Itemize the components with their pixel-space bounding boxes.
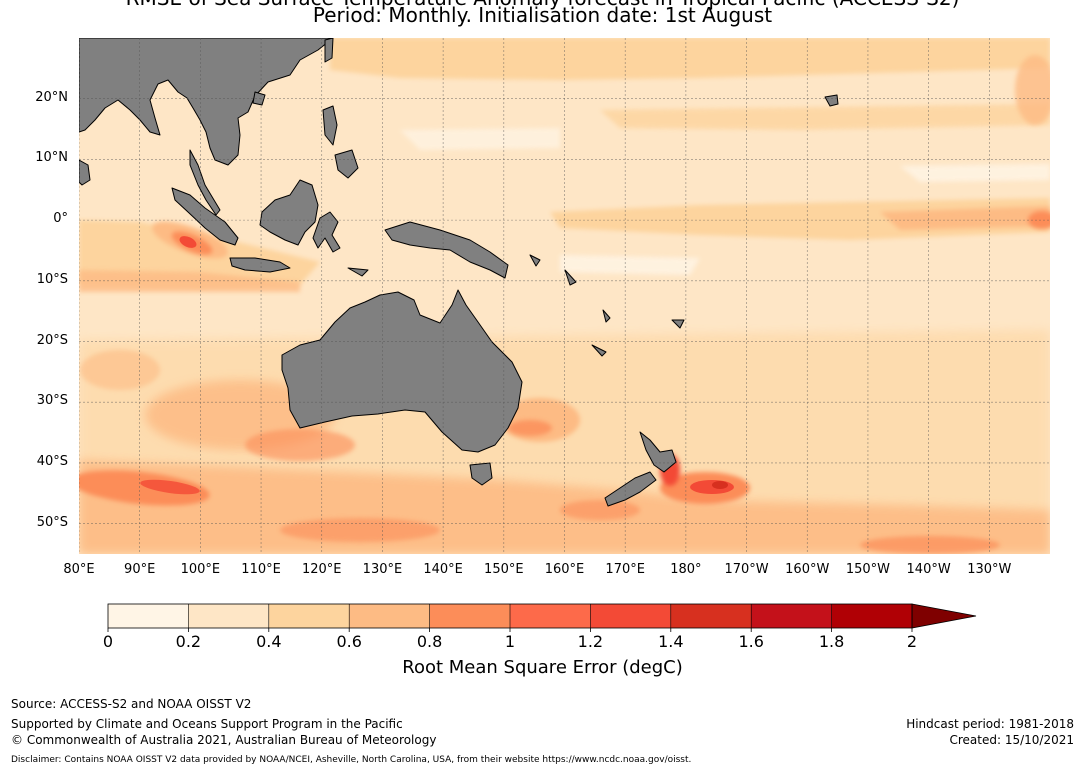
timor-island <box>347 267 369 277</box>
new-caledonia <box>591 344 607 357</box>
colorbar-tick-label: 1 <box>504 632 516 651</box>
colorbar-tick-label: 0 <box>102 632 114 651</box>
lat-tick-label: 30°S <box>36 393 68 409</box>
colorbar-segment-5 <box>510 604 591 628</box>
fiji <box>671 319 685 329</box>
lat-tick-label: 20°S <box>36 332 68 348</box>
map-panel <box>79 38 1050 554</box>
lat-tick-label: 10°N <box>35 150 68 166</box>
colorbar-tick-label: 1.4 <box>658 632 684 651</box>
support-note: Supported by Climate and Oceans Support … <box>11 717 403 731</box>
lon-tick-label: 140°E <box>423 562 463 577</box>
lon-tick-label: 120°E <box>301 562 342 577</box>
luzon-island <box>322 105 338 146</box>
borneo-island <box>259 179 319 246</box>
colorbar-tick-label: 1.6 <box>738 632 764 651</box>
solomon-islands-east <box>564 269 577 286</box>
colorbar-segment-2 <box>268 604 350 628</box>
lat-tick-label: 50°S <box>36 514 68 530</box>
lon-tick-label: 150°E <box>484 562 524 577</box>
colorbar-tick-label: 2 <box>906 632 918 651</box>
colorbar-tick-label: 0.2 <box>175 632 202 651</box>
lon-tick-label: 100°E <box>180 562 221 577</box>
new-guinea-island <box>384 221 509 279</box>
lon-tick-label: 140°W <box>906 562 951 577</box>
lon-tick-label: 170°E <box>605 562 645 577</box>
lat-tick-label: 40°S <box>36 453 68 469</box>
colorbar-tick-label: 1.2 <box>577 632 604 651</box>
colorbar-segment-7 <box>670 604 752 628</box>
hawaii <box>824 94 839 107</box>
source-note: Source: ACCESS-S2 and NOAA OISST V2 <box>11 697 252 711</box>
copyright-note: © Commonwealth of Australia 2021, Austra… <box>11 733 437 747</box>
new-zealand-north-island <box>639 431 677 473</box>
map-title-line1: RMSE of Sea Surface Temperature Anomaly … <box>0 0 1085 10</box>
colorbar <box>107 603 977 632</box>
asia-mainland <box>79 38 334 166</box>
lat-tick-label: 20°N <box>35 89 68 105</box>
colorbar-segment-1 <box>188 604 269 628</box>
created-date: Created: 15/10/2021 <box>949 733 1074 747</box>
colorbar-segment-6 <box>590 604 671 628</box>
sumatra-island <box>171 187 239 246</box>
lon-tick-label: 160°W <box>785 562 830 577</box>
lon-tick-label: 80°E <box>63 562 95 577</box>
new-zealand-south-island <box>604 471 657 507</box>
hindcast-period: Hindcast period: 1981-2018 <box>906 717 1074 731</box>
colorbar-tick-label: 1.8 <box>818 632 845 651</box>
taiwan <box>324 38 334 63</box>
lon-tick-label: 170°W <box>724 562 769 577</box>
map-title-line2: Period: Monthly. Initialisation date: 1s… <box>312 3 773 27</box>
lon-tick-label: 130°E <box>362 562 403 577</box>
colorbar-tick-label: 0.4 <box>256 632 282 651</box>
tasmania-island <box>469 462 493 486</box>
lon-tick-label: 160°E <box>544 562 585 577</box>
lon-tick-label: 150°W <box>845 562 891 577</box>
australia-mainland <box>281 289 523 453</box>
lat-tick-label: 10°S <box>36 271 68 287</box>
colorbar-label: Root Mean Square Error (degC) <box>402 657 683 678</box>
solomon-islands <box>529 254 541 267</box>
lon-tick-label: 130°W <box>967 562 1012 577</box>
mindanao-island <box>334 149 359 179</box>
vanuatu <box>602 309 611 323</box>
lon-tick-label: 110°E <box>241 562 281 577</box>
malay-peninsula <box>189 149 221 216</box>
sulawesi-island <box>312 211 341 253</box>
lon-tick-label: 180° <box>670 562 702 577</box>
colorbar-tick-label: 0.8 <box>416 632 443 651</box>
lat-tick-label: 0° <box>53 211 68 227</box>
colorbar-segment-0 <box>108 604 189 628</box>
colorbar-segment-4 <box>429 604 510 628</box>
landmass <box>79 38 839 507</box>
sri-lanka <box>79 159 91 186</box>
disclaimer-note: Disclaimer: Contains NOAA OISST V2 data … <box>11 755 692 765</box>
graticule <box>79 38 1050 554</box>
colorbar-segment-3 <box>349 604 430 628</box>
colorbar-tick-label: 0.6 <box>336 632 362 651</box>
colorbar-frame <box>107 603 913 629</box>
java-island <box>229 257 291 273</box>
lon-tick-label: 90°E <box>124 562 156 577</box>
colorbar-segment-8 <box>751 604 832 628</box>
colorbar-segment-9 <box>831 604 912 628</box>
colorbar-extend-arrow <box>911 603 977 629</box>
